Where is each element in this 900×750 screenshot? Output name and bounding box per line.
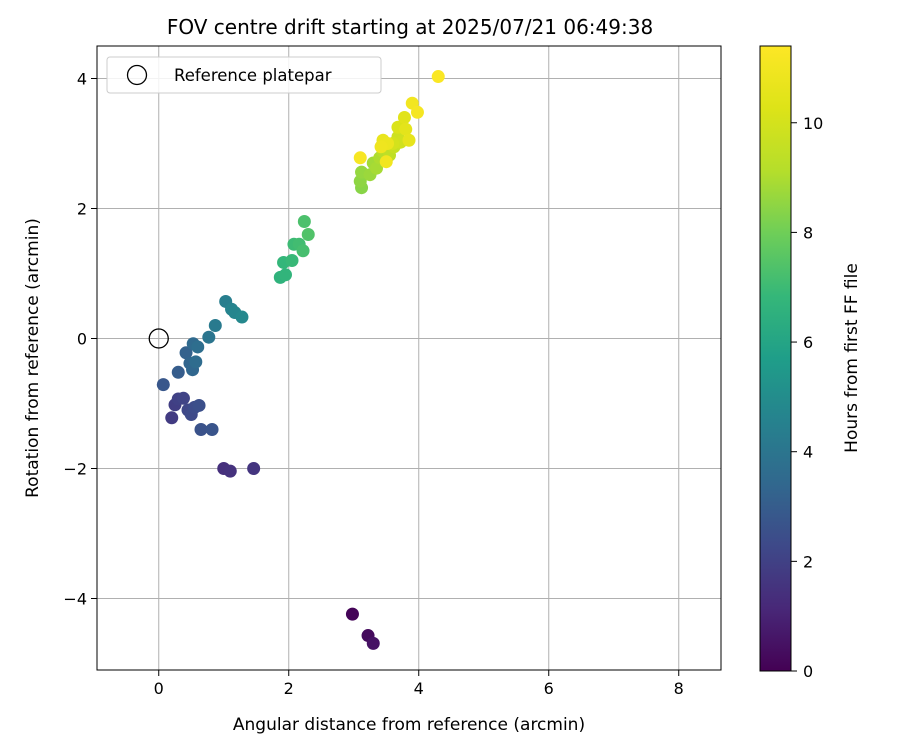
x-tick-label: 0	[154, 679, 164, 698]
data-point	[208, 319, 222, 332]
plot-frame	[96, 45, 722, 671]
data-point	[410, 105, 424, 119]
data-points	[148, 70, 445, 650]
x-tick-label: 6	[544, 679, 554, 698]
data-point	[189, 355, 203, 369]
data-point	[397, 111, 411, 124]
colorbar-label: Hours from first FF file	[842, 263, 862, 453]
axis-ticks: 0 2 4 6 8 −4 −2 0 2 4	[63, 70, 683, 699]
data-point	[191, 340, 205, 354]
y-axis-label: Rotation from reference (arcmin)	[23, 218, 43, 498]
colorbar-ticks: 0 2 4 6 8 10	[791, 114, 823, 681]
y-tick-label: 2	[77, 200, 87, 219]
data-point	[301, 228, 315, 241]
data-point	[353, 151, 367, 165]
data-point	[296, 244, 310, 258]
colorbar-tick-label: 0	[803, 662, 813, 681]
legend-label-reference: Reference platepar	[174, 66, 332, 85]
data-point	[202, 330, 216, 344]
x-tick-label: 2	[284, 679, 294, 698]
data-point	[374, 140, 388, 154]
data-point	[431, 70, 445, 84]
x-tick-label: 8	[674, 679, 684, 698]
y-tick-label: −4	[63, 590, 87, 609]
colorbar-gradient	[759, 45, 792, 672]
data-point	[171, 365, 185, 379]
data-point	[156, 378, 170, 392]
colorbar-tick-label: 8	[803, 223, 813, 242]
data-point	[176, 391, 190, 405]
data-point	[223, 464, 237, 478]
data-point	[247, 462, 261, 475]
data-point	[235, 310, 249, 324]
data-point	[366, 636, 380, 650]
data-point	[370, 161, 383, 175]
data-point	[194, 423, 208, 436]
data-point	[279, 268, 292, 282]
data-point	[345, 607, 359, 621]
reference-platepar-marker	[148, 328, 169, 349]
data-point	[402, 133, 416, 147]
colorbar-tick-label: 4	[803, 443, 813, 462]
x-axis-label: Angular distance from reference (arcmin)	[233, 715, 585, 735]
y-tick-label: 4	[77, 70, 87, 89]
colorbar: 0 2 4 6 8 10 Hours from first FF file	[759, 45, 862, 681]
colorbar-tick-label: 2	[803, 552, 813, 571]
grid	[97, 46, 721, 670]
legend: Reference platepar	[106, 56, 382, 94]
legend-box	[106, 56, 382, 94]
data-point	[399, 122, 413, 136]
colorbar-tick-label: 10	[803, 114, 823, 133]
legend-marker-reference	[126, 64, 148, 86]
x-tick-label: 4	[414, 679, 424, 698]
y-tick-label: −2	[63, 460, 87, 479]
data-point	[297, 215, 311, 228]
data-point	[165, 411, 179, 425]
data-point	[379, 155, 393, 169]
chart-title: FOV centre drift starting at 2025/07/21 …	[167, 15, 653, 39]
data-point	[179, 346, 193, 360]
colorbar-tick-label: 6	[803, 333, 813, 352]
data-point	[285, 254, 299, 267]
y-tick-label: 0	[77, 330, 87, 349]
data-point	[192, 398, 206, 412]
data-point	[205, 423, 219, 436]
